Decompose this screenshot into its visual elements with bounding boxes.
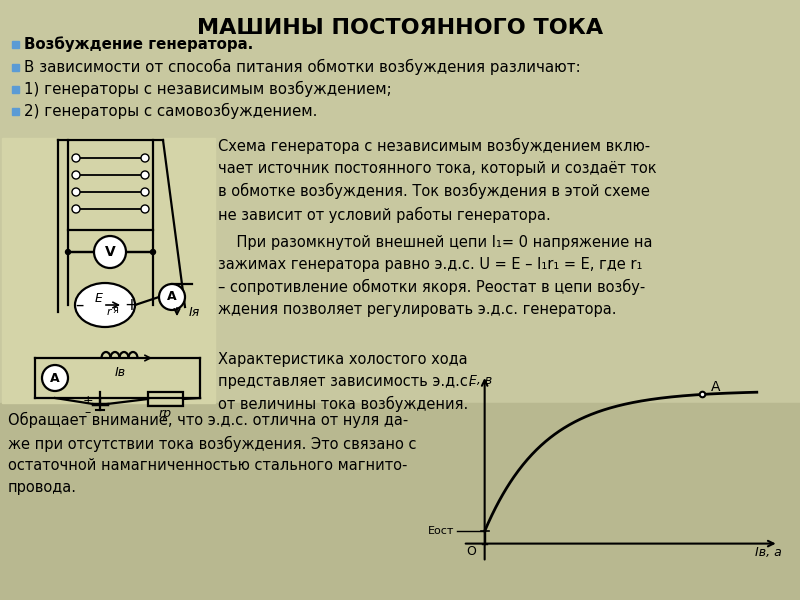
Circle shape <box>159 284 185 310</box>
Text: Схема генератора с независимым возбуждением вклю-
чает источник постоянного тока: Схема генератора с независимым возбужден… <box>218 138 657 223</box>
Text: МАШИНЫ ПОСТОЯННОГО ТОКА: МАШИНЫ ПОСТОЯННОГО ТОКА <box>197 18 603 38</box>
Circle shape <box>42 365 68 391</box>
Bar <box>0 135 800 405</box>
Circle shape <box>150 250 155 254</box>
Text: Возбуждение генератора.: Возбуждение генератора. <box>24 36 254 52</box>
Text: я: я <box>112 305 118 315</box>
Bar <box>12 41 19 48</box>
Text: Iя: Iя <box>189 305 200 319</box>
Circle shape <box>141 205 149 213</box>
Circle shape <box>66 250 70 254</box>
Text: –: – <box>75 296 83 314</box>
Text: Eост: Eост <box>428 526 454 536</box>
Text: V: V <box>105 245 115 259</box>
Text: E: E <box>95 292 103 305</box>
Bar <box>0 403 800 600</box>
Circle shape <box>72 205 80 213</box>
Bar <box>148 392 183 406</box>
Text: Iв: Iв <box>114 365 126 379</box>
Text: +: + <box>82 394 94 407</box>
Bar <box>12 64 19 71</box>
Circle shape <box>72 171 80 179</box>
Text: Характеристика холостого хода
представляет зависимость э.д.с.
от величины тока в: Характеристика холостого хода представля… <box>218 352 473 412</box>
Text: O: O <box>466 545 476 558</box>
Text: E, в: E, в <box>469 374 492 386</box>
Text: 2) генераторы с самовозбуждением.: 2) генераторы с самовозбуждением. <box>24 103 318 119</box>
Text: 1) генераторы с независимым возбуждением;: 1) генераторы с независимым возбуждением… <box>24 81 392 97</box>
Text: A: A <box>710 380 720 394</box>
Bar <box>2 138 215 403</box>
Text: A: A <box>50 371 60 385</box>
Text: Iв, а: Iв, а <box>754 547 782 559</box>
Circle shape <box>72 188 80 196</box>
Text: Обращает внимание, что э.д.с. отлична от нуля да-
же при отсутствии тока возбужд: Обращает внимание, что э.д.с. отлична от… <box>8 412 417 495</box>
Circle shape <box>94 236 126 268</box>
Ellipse shape <box>75 283 135 327</box>
Text: A: A <box>167 290 177 304</box>
Circle shape <box>141 154 149 162</box>
Text: –: – <box>85 407 91 419</box>
Bar <box>12 86 19 93</box>
Circle shape <box>72 154 80 162</box>
Bar <box>12 108 19 115</box>
Text: При разомкнутой внешней цепи I₁= 0 напряжение на
зажимах генератора равно э.д.с.: При разомкнутой внешней цепи I₁= 0 напря… <box>218 235 653 317</box>
Text: r: r <box>106 307 111 317</box>
Text: rр: rр <box>158 407 171 421</box>
Text: +: + <box>124 296 138 314</box>
Circle shape <box>141 171 149 179</box>
Bar <box>68 140 153 230</box>
Text: В зависимости от способа питания обмотки возбуждения различают:: В зависимости от способа питания обмотки… <box>24 59 581 75</box>
Circle shape <box>141 188 149 196</box>
